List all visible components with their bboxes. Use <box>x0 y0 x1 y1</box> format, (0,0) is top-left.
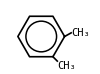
Text: CH₃: CH₃ <box>71 28 90 38</box>
Text: CH₃: CH₃ <box>57 61 76 71</box>
